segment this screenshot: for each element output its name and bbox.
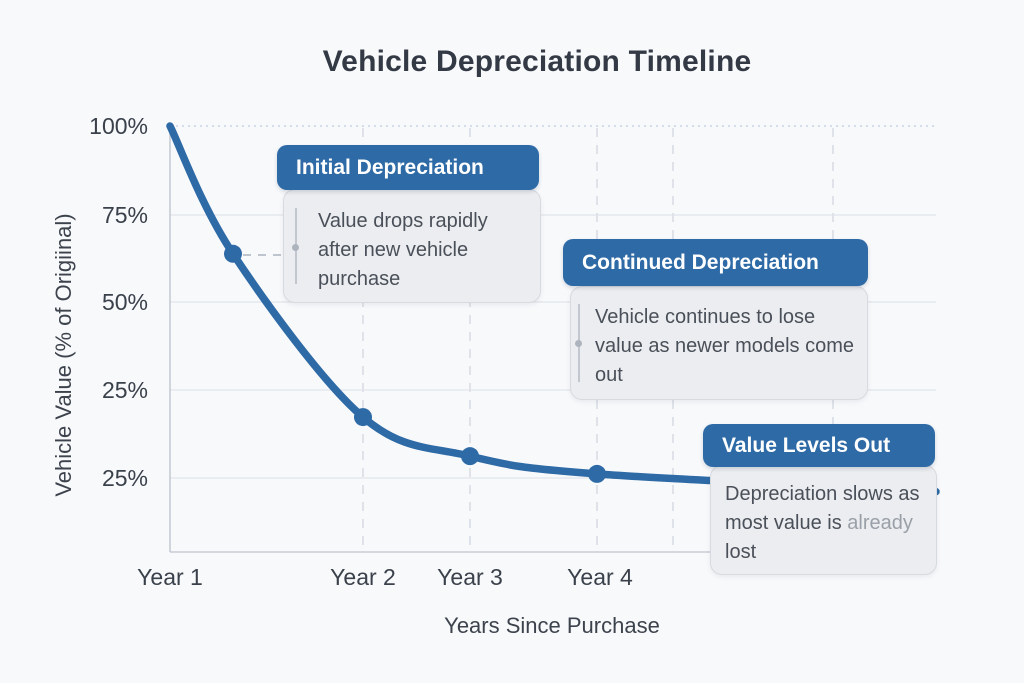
chart-title: Vehicle Depreciation Timeline <box>322 45 752 78</box>
y-tick-50: 50% <box>101 289 148 315</box>
callout3-text-main: Depreciation slows as most value is <box>725 483 920 534</box>
y-tick-25b: 25% <box>101 465 148 491</box>
callout2-leader-dot <box>575 340 582 347</box>
y-tick-25a: 25% <box>101 377 148 403</box>
callout-value-levels-out-title: Value Levels Out <box>722 433 891 457</box>
x-tick-year1: Year 1 <box>137 564 203 590</box>
x-tick-year4: Year 4 <box>567 564 633 590</box>
callout-initial-depreciation-body: Value drops rapidly after new vehicle pu… <box>283 189 541 303</box>
callout-initial-depreciation-title: Initial Depreciation <box>296 155 484 179</box>
x-axis-label: Years Since Purchase <box>444 613 660 638</box>
callout-value-levels-out-header: Value Levels Out <box>703 424 935 467</box>
x-tick-year2: Year 2 <box>330 564 396 590</box>
callout-continued-depreciation-body: Vehicle continues to lose value as newer… <box>570 286 868 400</box>
x-tick-year3: Year 3 <box>437 564 503 590</box>
y-tick-75: 75% <box>101 202 148 228</box>
callout3-text-tail: lost <box>725 541 757 563</box>
callout-continued-depreciation-header: Continued Depreciation <box>563 239 868 286</box>
callout1-leader-dot <box>292 244 299 251</box>
y-tick-100: 100% <box>89 113 148 139</box>
callout-initial-depreciation-header: Initial Depreciation <box>277 145 539 190</box>
callout-value-levels-out-body: Depreciation slows as most value is alre… <box>710 465 937 575</box>
callout3-text-muted: already <box>847 512 913 534</box>
callout-continued-depreciation-title: Continued Depreciation <box>582 250 819 274</box>
